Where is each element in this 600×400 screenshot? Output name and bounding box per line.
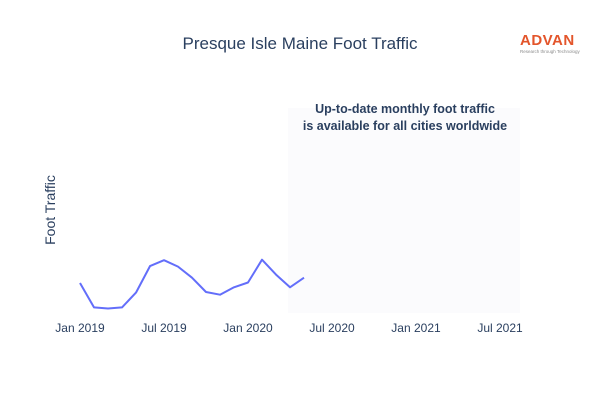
brand-tagline: Research through Technology (520, 49, 580, 54)
x-tick-label: Jul 2020 (309, 321, 355, 335)
promo-message: Up-to-date monthly foot traffic is avail… (260, 101, 550, 135)
series-group (79, 258, 305, 310)
promo-overlay (288, 108, 520, 313)
chart-title: Presque Isle Maine Foot Traffic (182, 34, 418, 53)
x-tick-label: Jan 2021 (391, 321, 441, 335)
promo-line-1: Up-to-date monthly foot traffic (315, 102, 495, 116)
x-tick-label: Jan 2020 (223, 321, 273, 335)
brand-name: ADVAN (520, 32, 575, 49)
x-tick-label: Jul 2019 (141, 321, 187, 335)
promo-line-2: is available for all cities worldwide (302, 119, 508, 133)
x-axis-ticks: Jan 2019 Jul 2019 Jan 2020 Jul 2020 Jan 2021… (55, 321, 523, 335)
advan-logo: ADVAN Research through Technology (520, 33, 590, 55)
y-axis-label: Foot Traffic (42, 175, 58, 245)
x-tick-label: Jul 2021 (477, 321, 523, 335)
x-tick-label: Jan 2019 (55, 321, 105, 335)
series-line (79, 258, 305, 310)
